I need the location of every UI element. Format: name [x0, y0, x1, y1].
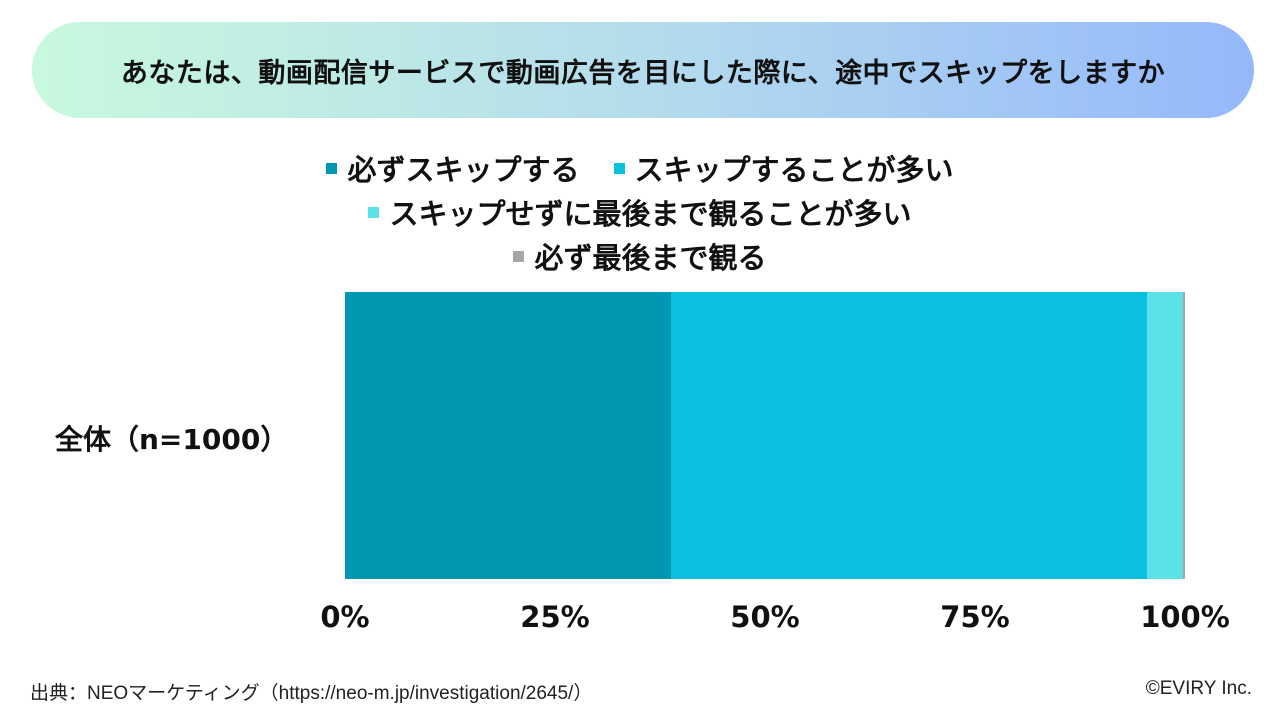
legend-row: スキップせずに最後まで観ることが多い — [0, 190, 1280, 234]
legend-item-always-watch: 必ず最後まで観る — [513, 235, 767, 277]
x-tick-label: 0% — [320, 600, 370, 634]
legend-swatch — [326, 162, 338, 174]
legend-item-often-watch: スキップせずに最後まで観ることが多い — [368, 191, 912, 233]
x-tick-label: 50% — [730, 600, 800, 634]
legend: 必ずスキップする スキップすることが多い スキップせずに最後まで観ることが多い … — [0, 146, 1280, 278]
copyright: ©EVIRY Inc. — [1145, 678, 1252, 699]
category-label: 全体（n=1000） — [55, 423, 289, 456]
legend-row: 必ずスキップする スキップすることが多い — [0, 146, 1280, 190]
legend-swatch — [613, 162, 625, 174]
chart-title: あなたは、動画配信サービスで動画広告を目にした際に、途中でスキップをしますか — [120, 57, 1166, 89]
x-tick-label: 25% — [520, 600, 590, 634]
title-banner: あなたは、動画配信サービスで動画広告を目にした際に、途中でスキップをしますか — [32, 22, 1254, 118]
legend-item-always-skip: 必ずスキップする — [326, 147, 580, 189]
legend-swatch — [368, 206, 380, 218]
legend-item-often-skip: スキップすることが多い — [613, 147, 954, 189]
legend-label: 必ずスキップする — [347, 153, 580, 187]
stacked-bar — [345, 292, 1185, 579]
x-tick-label: 75% — [940, 600, 1010, 634]
legend-swatch — [513, 250, 525, 262]
bar-segment-2 — [1147, 292, 1184, 579]
legend-label: 必ず最後まで観る — [534, 241, 767, 275]
legend-row: 必ず最後まで観る — [0, 234, 1280, 278]
legend-label: スキップすることが多い — [634, 153, 954, 187]
source-note: 出典：NEOマーケティング（https://neo-m.jp/investiga… — [30, 683, 593, 704]
bar-segment-0 — [345, 292, 671, 579]
x-tick-label: 100% — [1140, 600, 1230, 634]
bar-segment-1 — [670, 292, 1148, 579]
bar-segment-3 — [1183, 292, 1185, 579]
x-axis-ticks: 0% 25% 50% 75% 100% — [0, 600, 1280, 640]
legend-label: スキップせずに最後まで観ることが多い — [389, 197, 912, 231]
